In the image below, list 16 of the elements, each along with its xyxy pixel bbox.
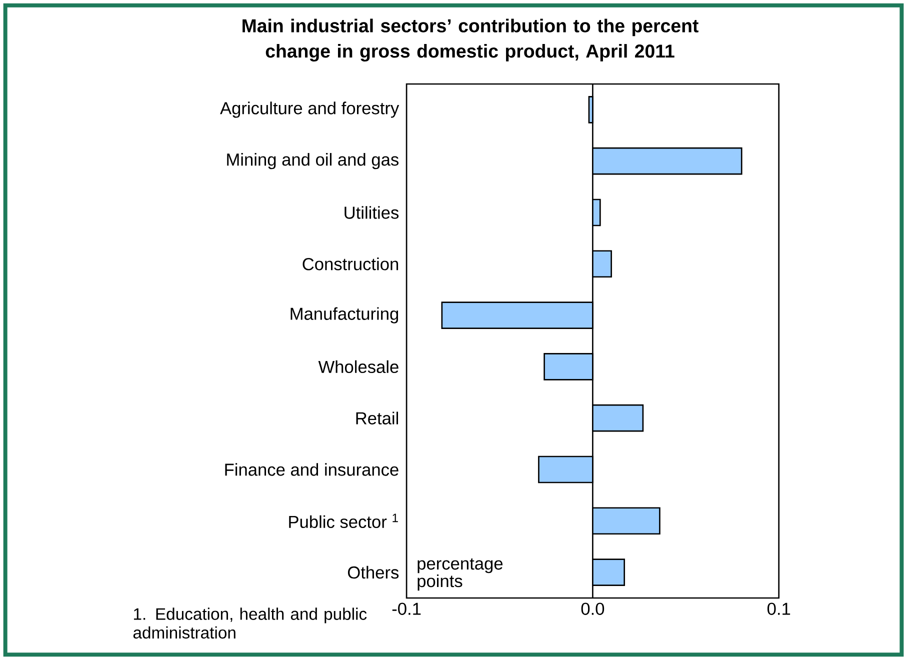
- x-tick-label: 0.1: [767, 602, 790, 615]
- y-tick-label: Public sector $^{1}$: [289, 514, 398, 528]
- x-axis-title: percentage points: [418, 558, 503, 591]
- y-tick-label: Others: [348, 566, 399, 579]
- y-tick-label: Finance and insurance: [225, 463, 398, 476]
- y-tick-label: Construction: [302, 258, 398, 270]
- y-tick-label: Utilities: [344, 206, 399, 219]
- y-tick-label: Retail: [356, 412, 398, 424]
- text: 1. Education, health and public administration: [133, 608, 367, 639]
- chart-title: Main industrial sectors’ contribution to the percent change in gross domestic product, April 2011: [242, 18, 698, 62]
- y-tick-label: Agriculture and forestry: [220, 102, 400, 118]
- x-tick-label: -0.1: [392, 602, 421, 615]
- y-tick-label: Wholesale: [318, 360, 398, 374]
- x-tick-label: 0.0: [581, 602, 604, 615]
- y-tick-label: Mining and oil and gas: [227, 153, 399, 170]
- y-tick-label: Manufacturing: [290, 307, 398, 324]
